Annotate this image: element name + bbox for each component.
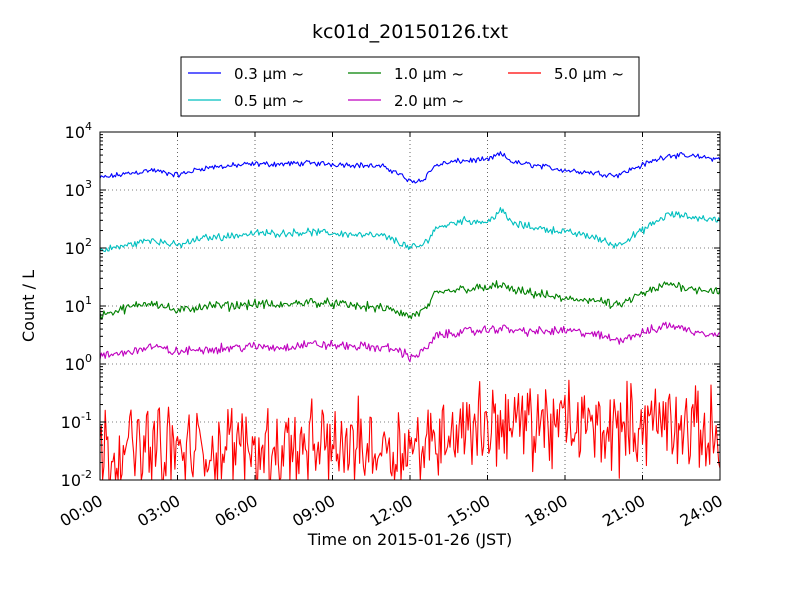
series-line-3 bbox=[99, 321, 721, 363]
x-tick-label: 00:00 bbox=[57, 491, 106, 531]
x-tick-label: 12:00 bbox=[367, 491, 416, 531]
legend-label: 0.3 μm ~ bbox=[234, 65, 304, 83]
y-tick-label: 101 bbox=[65, 294, 92, 316]
x-tick-label: 15:00 bbox=[444, 491, 493, 531]
x-tick-label: 09:00 bbox=[289, 491, 338, 531]
y-tick-base: 10 bbox=[65, 355, 85, 374]
series-line-2 bbox=[99, 280, 721, 320]
x-tick-label: 03:00 bbox=[134, 491, 183, 531]
series-line-4 bbox=[99, 379, 721, 481]
y-tick-base: 10 bbox=[65, 123, 85, 142]
x-tick-label: 06:00 bbox=[212, 491, 261, 531]
y-tick-base: 10 bbox=[61, 471, 81, 490]
y-tick-label: 103 bbox=[65, 178, 92, 200]
series-line-1 bbox=[99, 207, 721, 253]
y-tick-exponent: 4 bbox=[85, 120, 92, 133]
chart-title: kc01d_20150126.txt bbox=[312, 21, 508, 43]
legend-label: 5.0 μm ~ bbox=[554, 65, 624, 83]
series-line-0 bbox=[99, 151, 721, 184]
y-tick-base: 10 bbox=[65, 181, 85, 200]
x-tick-label: 18:00 bbox=[522, 491, 571, 531]
legend: 0.3 μm ~ 0.5 μm ~ 1.0 μm ~ 2.0 μm ~ 5.0 μm ~ bbox=[180, 56, 640, 117]
y-tick-base: 10 bbox=[65, 239, 85, 258]
series-layer bbox=[99, 151, 721, 481]
y-tick-exponent: -1 bbox=[81, 410, 92, 423]
y-tick-label: 10-1 bbox=[61, 410, 92, 432]
legend-label: 1.0 μm ~ bbox=[394, 65, 464, 83]
legend-frame bbox=[180, 56, 640, 117]
x-tick-label: 24:00 bbox=[677, 491, 726, 531]
y-tick-exponent: 1 bbox=[85, 294, 92, 307]
y-tick-label: 102 bbox=[65, 236, 92, 258]
y-tick-label: 104 bbox=[65, 120, 92, 142]
y-tick-exponent: 0 bbox=[85, 352, 92, 365]
x-tick-label: 21:00 bbox=[599, 491, 648, 531]
y-tick-label: 10-2 bbox=[61, 468, 92, 490]
y-tick-label: 100 bbox=[65, 352, 92, 374]
y-axis-label: Count / L bbox=[19, 270, 38, 342]
y-tick-base: 10 bbox=[65, 297, 85, 316]
x-axis-label: Time on 2015-01-26 (JST) bbox=[307, 530, 512, 549]
ticks: 00:00 03:00 06:00 09:00 12:00 15:00 18:00 21:00… bbox=[57, 120, 726, 531]
y-tick-exponent: -2 bbox=[81, 468, 92, 481]
legend-label: 0.5 μm ~ bbox=[234, 92, 304, 110]
grid bbox=[100, 132, 720, 480]
y-tick-base: 10 bbox=[61, 413, 81, 432]
legend-label: 2.0 μm ~ bbox=[394, 92, 464, 110]
y-tick-exponent: 3 bbox=[85, 178, 92, 191]
y-tick-exponent: 2 bbox=[85, 236, 92, 249]
